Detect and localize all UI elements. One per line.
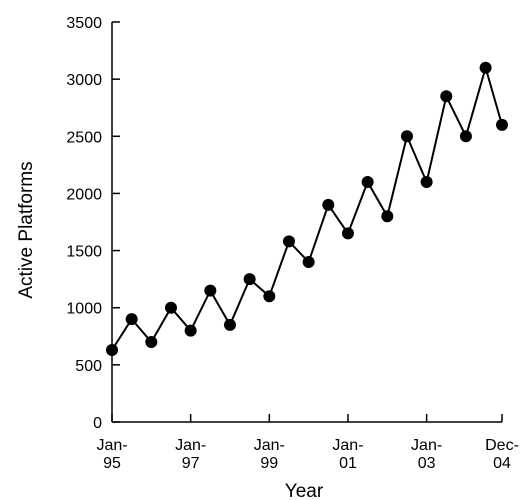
x-tick-label: Jan- (411, 437, 442, 454)
x-tick-label-year: 04 (493, 455, 511, 472)
data-point (125, 313, 138, 326)
y-tick-label: 0 (93, 415, 102, 432)
data-point (479, 61, 492, 74)
y-tick-label: 500 (75, 358, 102, 375)
data-point (361, 176, 374, 188)
data-point (282, 235, 295, 248)
data-point (302, 256, 315, 268)
x-tick-label-year: 03 (418, 455, 436, 472)
data-point (381, 210, 394, 223)
data-point (322, 198, 335, 211)
x-tick-label: Jan- (175, 437, 206, 454)
data-point (400, 130, 413, 143)
y-axis: 0 500 1000 1500 2000 2500 3000 3500 (66, 15, 120, 432)
x-axis-title: Year (285, 481, 324, 500)
x-tick-label: Dec- (485, 437, 519, 454)
data-point (204, 284, 217, 297)
data-point (459, 130, 472, 143)
x-tick-label-year: 99 (260, 455, 278, 472)
data-point (184, 324, 197, 337)
y-axis-title: Active Platforms (16, 161, 37, 298)
data-point (440, 90, 453, 103)
data-point (263, 290, 276, 303)
y-tick-label: 3500 (66, 15, 102, 32)
data-point (223, 318, 236, 331)
y-tick-label: 1500 (66, 244, 102, 261)
data-point (164, 301, 177, 314)
x-tick-label: Jan- (254, 437, 285, 454)
plot-area (106, 61, 508, 356)
data-point (145, 336, 158, 348)
data-point (243, 273, 256, 286)
data-point (106, 344, 118, 356)
x-tick-label: Jan- (96, 437, 127, 454)
data-point (341, 227, 354, 240)
x-tick-label-year: 97 (182, 455, 200, 472)
y-tick-label: 2000 (66, 186, 102, 203)
x-tick-label-year: 95 (103, 455, 121, 472)
data-point (496, 118, 508, 131)
x-tick-label: Jan- (332, 437, 363, 454)
y-tick-label: 2500 (66, 129, 102, 146)
x-tick-label-year: 01 (339, 455, 357, 472)
y-tick-label: 3000 (66, 72, 102, 89)
data-point (420, 176, 433, 188)
y-tick-label: 1000 (66, 301, 102, 318)
